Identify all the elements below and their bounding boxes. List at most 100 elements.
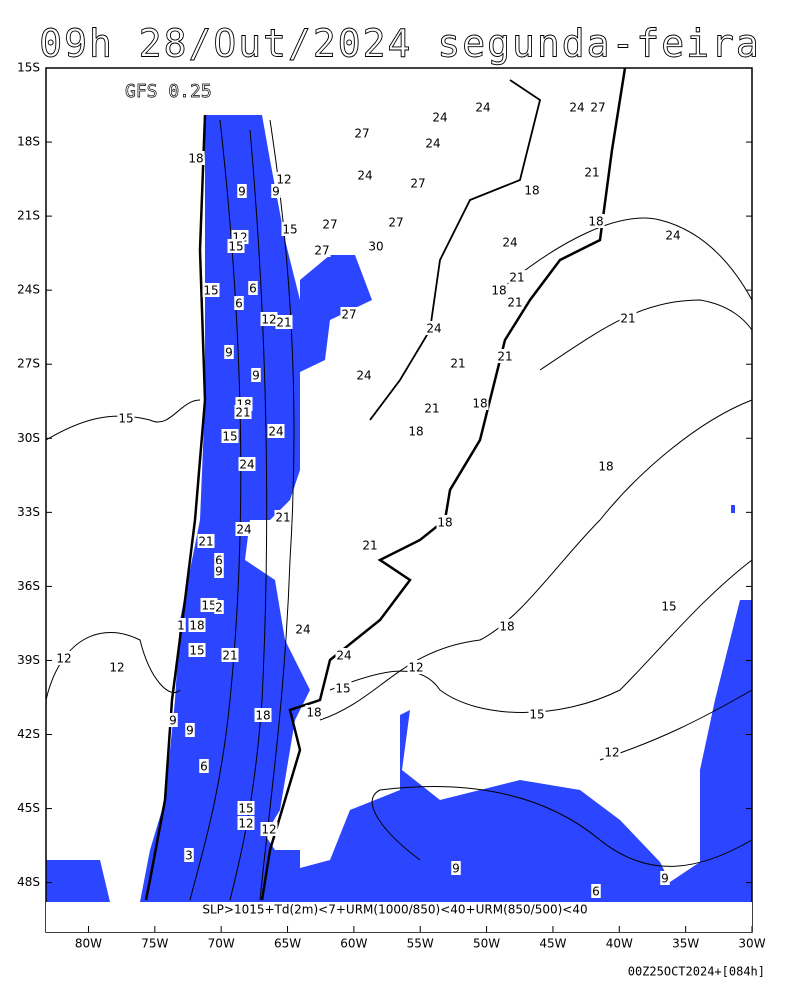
contour-label-box [423,401,441,415]
contour-label: 15 [189,644,204,658]
contour-label: 15 [661,600,676,614]
contour-label-box [660,871,670,885]
contour-label: 15 [201,599,216,613]
coastline [144,67,627,901]
contour-label-box [340,307,358,321]
contour-label: 18 [499,620,514,634]
contour-label-box [664,228,682,242]
contour-label: 9 [272,185,280,199]
run-stamp: 00Z25OCT2024+[084h] [628,965,765,979]
contour-label-box [508,270,526,284]
contour-label: 18 [408,425,423,439]
contour-label-box [361,538,379,552]
contour-label-box [474,100,492,114]
contour-label: 24 [432,111,447,125]
lon-tick-label: 60W [340,937,367,951]
contour-label-box [597,459,615,473]
contour-label-box [451,861,461,875]
contour-label: 21 [507,296,522,310]
lat-tick-label: 48S [17,875,40,889]
contour-label: 27 [388,216,403,230]
contour-label: 12 [261,313,276,327]
contour-label: 24 [425,137,440,151]
contour-label: 24 [665,229,680,243]
contour-label: 15 [203,284,218,298]
contour-line [45,399,201,441]
contour-label-box [449,356,467,370]
contour-label: 18 [255,709,270,723]
contour-label-box [271,184,281,198]
title: 09h 28/Out/2024 segunda-feira [39,22,760,66]
contour-label-box [334,681,352,695]
contour-label: 15 [282,223,297,237]
contour-label: 21 [198,535,213,549]
contour-label-box [603,745,621,759]
contour-label-box [528,707,546,721]
contour-label: 12 [261,823,276,837]
contour-label: 6 [200,760,208,774]
contour-label: 9 [252,369,260,383]
contour-label: 9 [225,346,233,360]
contour-label: 12 [238,817,253,831]
contour-label: 27 [410,177,425,191]
lon-tick-label: 65W [274,937,301,951]
lon-tick-label: 45W [539,937,566,951]
contour-label-box [275,172,293,186]
contour-line [189,119,242,901]
contour-label-box [321,217,339,231]
lat-tick-label: 15S [17,61,40,75]
contour-label: 27 [322,218,337,232]
contour-line [371,786,753,867]
contour-label-box [235,522,253,536]
lon-tick-label: 70W [208,937,235,951]
contour-label: 27 [354,127,369,141]
contour-label-box [185,723,195,737]
contour-label: 15 [335,682,350,696]
contour-label: 9 [661,872,669,886]
contour-label-box [409,176,427,190]
contour-label: 3 [185,849,193,863]
contour-label: 18 [188,152,203,166]
contour-label: 15 [222,430,237,444]
contour-label-box [387,215,405,229]
lat-tick-label: 45S [17,801,40,815]
contour-line [539,299,753,371]
contour-label: 27 [314,244,329,258]
contour-label-box [221,648,239,662]
lon-tick-label: 75W [141,937,168,951]
contour-label-box [214,564,224,578]
contour-label: 24 [268,425,283,439]
contour-label-box [200,598,218,612]
contour-label-box [117,411,135,425]
contour-label: 21 [620,312,635,326]
contour-label: 15 [238,802,253,816]
contour-label: 12 [408,661,423,675]
contour-label-box [188,618,206,632]
contour-label-box [238,457,256,471]
contour-label-box [224,345,234,359]
contour-label-box [313,243,331,257]
contour-label-box [619,311,637,325]
contour-label-box [248,281,258,295]
contour-label: 24 [475,101,490,115]
contour-label: 6 [249,282,257,296]
contour-label: 24 [356,369,371,383]
contour-label: 27 [341,308,356,322]
contour-label-box [335,648,353,662]
contour-label: 9 [169,714,177,728]
contour-label: 27 [590,101,605,115]
contour-label-box [490,283,508,297]
contour-label-box [199,759,209,773]
border-line [369,79,542,421]
contour-label-box [407,660,425,674]
contour-label-box [353,126,371,140]
contour-label: 21 [276,316,291,330]
contour-label-box [568,100,586,114]
contour-label-box [197,534,215,548]
contour-label-box [496,349,514,363]
contour-label-box [260,312,278,326]
contour-label: 12 [604,746,619,760]
contour-label-box [407,424,425,438]
contour-label: 12 [56,652,71,666]
